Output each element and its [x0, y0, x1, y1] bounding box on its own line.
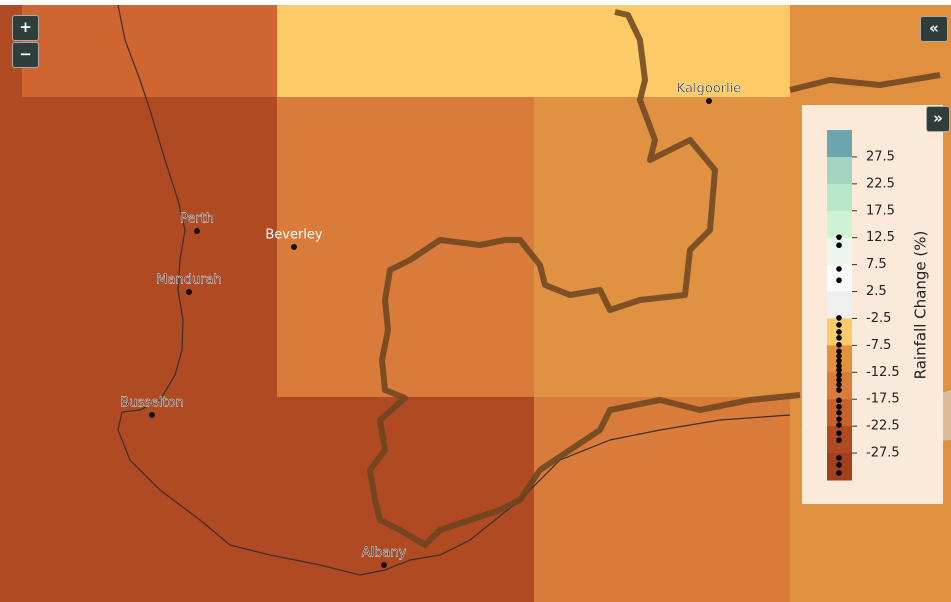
legend-tick-label: -2.5	[866, 311, 891, 326]
legend-point	[836, 234, 842, 240]
legend-swatch	[827, 156, 852, 185]
legend-point	[836, 416, 842, 422]
collapse-button[interactable]: «	[920, 16, 948, 42]
legend: 27.5 22.5 17.5 12.5 7.5 2.5 -2.5 -7.5 -12.5 -17.5…	[802, 105, 943, 504]
legend-tick-label: 12.5	[866, 230, 895, 245]
legend-swatch	[827, 130, 852, 158]
legend-swatch	[827, 210, 852, 239]
legend-point	[836, 372, 842, 378]
place-dot	[194, 228, 200, 234]
legend-point	[836, 342, 842, 348]
places: Kalgoorlie Perth Beverley Mandurah Busselton…	[120, 81, 742, 568]
legend-panel	[802, 105, 943, 504]
grid-cells	[0, 5, 951, 602]
place-label: Busselton	[120, 396, 184, 411]
legend-point	[836, 437, 842, 443]
legend-point	[836, 242, 842, 249]
legend-tick-label: 17.5	[866, 203, 895, 218]
legend-point	[836, 277, 842, 284]
legend-point	[836, 363, 842, 369]
legend-point	[836, 403, 842, 410]
legend-point	[836, 348, 842, 355]
place-label: Kalgoorlie	[677, 82, 742, 97]
legend-point	[836, 430, 842, 436]
place-dot	[381, 562, 387, 568]
legend-point	[836, 353, 842, 359]
legend-swatch	[827, 237, 852, 266]
zoom-in-button[interactable]: +	[12, 15, 39, 41]
legend-tick-label: -17.5	[866, 392, 900, 407]
place-dot	[186, 289, 192, 295]
legend-point	[836, 470, 842, 476]
legend-tick-label: -22.5	[866, 419, 900, 434]
place-label: Perth	[180, 212, 214, 227]
place-label: Beverley	[265, 228, 323, 243]
legend-point	[836, 409, 842, 416]
legend-point	[836, 335, 842, 341]
legend-tick-label: 2.5	[866, 284, 887, 299]
legend-tick-label: 7.5	[866, 257, 887, 272]
legend-point	[836, 266, 842, 272]
legend-point	[836, 397, 842, 404]
legend-point	[836, 358, 842, 364]
legend-point	[836, 329, 842, 335]
place-label: Albany	[362, 546, 407, 561]
legend-point	[836, 387, 842, 393]
legend-tick-label: 27.5	[866, 149, 895, 164]
place-dot	[149, 412, 155, 418]
legend-point	[836, 367, 842, 373]
coastline	[117, 4, 791, 576]
zoom-out-button[interactable]: −	[12, 42, 39, 68]
legend-point	[836, 315, 842, 321]
legend-swatch	[827, 291, 852, 319]
legend-title: Rainfall Change (%)	[912, 231, 930, 380]
place-label: Mandurah	[156, 273, 221, 288]
legend-swatch	[827, 183, 852, 212]
place-dot	[706, 98, 712, 104]
legend-tick-label: 22.5	[866, 176, 895, 191]
legend-point	[836, 377, 842, 383]
legend-point	[836, 422, 842, 428]
legend-point	[836, 455, 842, 461]
legend-tick-label: -7.5	[866, 338, 891, 353]
legend-point	[836, 462, 842, 468]
expand-button[interactable]: »	[926, 106, 950, 132]
legend-tick-label: -27.5	[866, 446, 900, 461]
place-dot	[291, 244, 297, 250]
legend-point	[836, 381, 842, 388]
legend-point	[836, 322, 842, 328]
region-boundary	[367, 9, 941, 548]
legend-tick-label: -12.5	[866, 365, 900, 380]
